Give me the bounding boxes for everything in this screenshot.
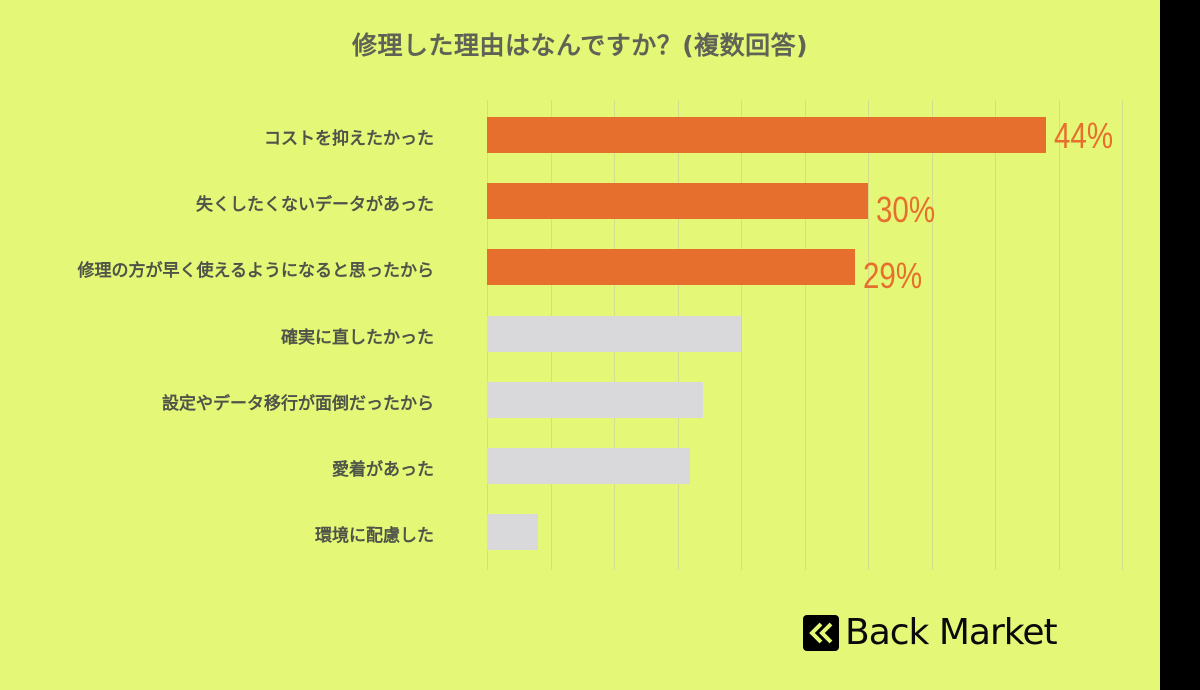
category-label: 環境に配慮した <box>315 526 434 547</box>
bar <box>487 249 856 286</box>
value-label: 30% <box>876 189 936 231</box>
category-label: 失くしたくないデータがあった <box>196 195 434 216</box>
bar <box>487 448 691 484</box>
gridline <box>741 100 742 570</box>
gridline <box>931 100 933 570</box>
category-label: 修理の方が早く使えるようになると思ったから <box>77 261 435 282</box>
category-label: 確実に直したかった <box>281 327 434 348</box>
category-label: 設定やデータ移行が面倒だったから <box>162 393 434 414</box>
value-label: 44% <box>1053 115 1113 156</box>
bar <box>487 381 703 418</box>
gridline <box>1122 100 1123 570</box>
double-chevron-left-icon <box>803 614 839 651</box>
bar <box>487 117 1046 153</box>
brand-logo: Back Market <box>803 612 1058 653</box>
category-label: コストを抑えたかった <box>264 129 434 149</box>
gridline <box>868 100 869 570</box>
plot-area: 44% 30% 29% <box>487 100 1127 570</box>
brand-name: Back Market <box>845 612 1058 653</box>
bar <box>487 183 868 220</box>
bar <box>487 315 741 352</box>
bar <box>487 514 538 551</box>
gridline <box>1058 100 1060 570</box>
category-label: 愛着があった <box>332 460 434 480</box>
chart-canvas: 修理した理由はなんですか？(複数回答) 44% 30% 29% コストを抑えたかった… <box>0 0 1160 690</box>
gridline <box>995 100 996 570</box>
gridline <box>804 100 806 570</box>
value-label: 29% <box>863 255 923 297</box>
chart-title: 修理した理由はなんですか？(複数回答) <box>351 31 809 60</box>
